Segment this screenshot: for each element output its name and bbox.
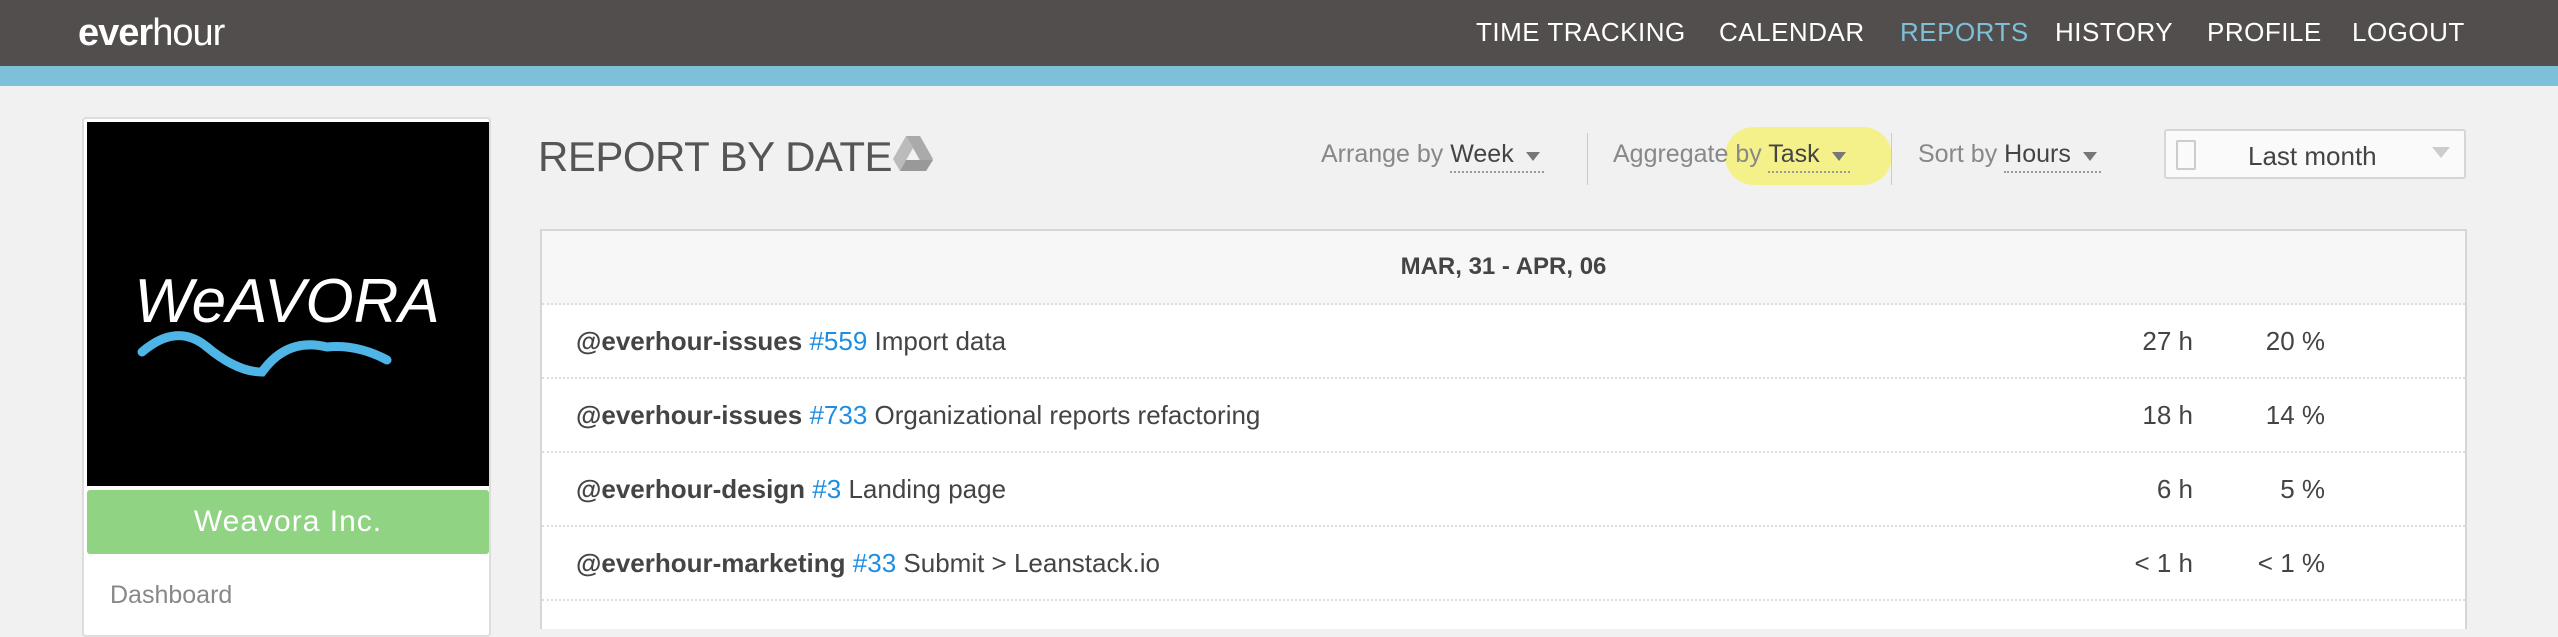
task-name: Landing page <box>848 474 1007 504</box>
hours-cell: < 1 h <box>2134 548 2193 578</box>
company-button[interactable]: Weavora Inc. <box>87 490 489 554</box>
project-name: @everhour-issues <box>576 400 803 430</box>
project-name: @everhour-marketing <box>576 548 846 578</box>
arrange-by-control[interactable]: Arrange by Week <box>1321 140 1544 173</box>
aggregate-label: Aggregate by <box>1613 140 1762 168</box>
arrange-dropdown[interactable]: Week <box>1450 140 1544 173</box>
hours-cell: 27 h <box>2142 326 2193 356</box>
percent-cell: 14 % <box>2265 400 2325 430</box>
sidebar-item-dashboard[interactable]: Dashboard <box>110 581 233 609</box>
nav-logout[interactable]: LOGOUT <box>2352 17 2465 47</box>
task-cell: @everhour-issues #733 Organizational rep… <box>576 379 1260 451</box>
divider <box>1587 133 1588 185</box>
company-logo-image: WeAVORA <box>87 122 489 486</box>
date-range-picker[interactable]: Last month <box>2164 129 2466 179</box>
task-name: Submit > Leanstack.io <box>903 548 1160 578</box>
table-row: @everhour-issues #733 Organizational rep… <box>542 379 2465 453</box>
nav-time-tracking[interactable]: TIME TRACKING <box>1476 17 1686 47</box>
report-table: MAR, 31 - APR, 06 @everhour-issues #559 … <box>540 229 2467 629</box>
task-number-link[interactable]: #733 <box>809 400 868 430</box>
date-range-value: Last month <box>2248 141 2377 171</box>
nav-profile[interactable]: PROFILE <box>2207 17 2322 47</box>
percent-cell: < 1 % <box>2257 548 2325 578</box>
sort-dropdown[interactable]: Hours <box>2004 140 2101 173</box>
top-nav-bar <box>0 0 2558 66</box>
task-number-link[interactable]: #3 <box>812 474 842 504</box>
project-name: @everhour-design <box>576 474 806 504</box>
task-number-link[interactable]: #559 <box>809 326 868 356</box>
arrange-label: Arrange by <box>1321 140 1444 168</box>
percent-cell: 5 % <box>2280 474 2325 504</box>
hours-cell: 18 h <box>2142 400 2193 430</box>
task-cell: @everhour-design #3 Landing page <box>576 453 1006 525</box>
everhour-logo[interactable]: everhour <box>78 12 225 55</box>
page-title: REPORT BY DATE <box>538 133 893 180</box>
nav-calendar[interactable]: CALENDAR <box>1719 17 1865 47</box>
logo-bold: ever <box>78 12 153 54</box>
aggregate-dropdown[interactable]: Task <box>1768 140 1850 173</box>
svg-text:WeAVORA: WeAVORA <box>134 267 440 336</box>
period-header: MAR, 31 - APR, 06 <box>542 231 2465 305</box>
task-cell: @everhour-issues #559 Import data <box>576 305 1006 377</box>
nav-history[interactable]: HISTORY <box>2055 17 2174 47</box>
sort-label: Sort by <box>1918 140 1998 168</box>
aggregate-by-control[interactable]: Aggregate by Task <box>1613 140 1850 173</box>
task-cell: @everhour-marketing #33 Submit > Leansta… <box>576 527 1160 599</box>
sidebar: WeAVORA Weavora Inc. Dashboard <box>82 117 491 637</box>
hours-cell: 6 h <box>2156 474 2193 504</box>
chevron-down-icon <box>2432 147 2450 167</box>
table-row: @everhour-issues #559 Import data 27 h 20 … <box>542 305 2465 379</box>
divider <box>1891 133 1892 185</box>
table-row: @everhour-design #3 Landing page 6 h 5 % <box>542 453 2465 527</box>
percent-cell: 20 % <box>2265 326 2325 356</box>
sort-by-control[interactable]: Sort by Hours <box>1918 140 2101 173</box>
task-name: Organizational reports refactoring <box>874 400 1261 430</box>
nav-reports[interactable]: REPORTS <box>1900 17 2029 47</box>
logo-light: hour <box>152 12 225 54</box>
calendar-icon <box>2176 140 2196 170</box>
project-name: @everhour-issues <box>576 326 803 356</box>
google-drive-icon[interactable] <box>893 136 933 177</box>
accent-stripe <box>0 66 2558 86</box>
task-number-link[interactable]: #33 <box>852 548 897 578</box>
task-name: Import data <box>874 326 1007 356</box>
table-row: @everhour-marketing #33 Submit > Leansta… <box>542 527 2465 601</box>
